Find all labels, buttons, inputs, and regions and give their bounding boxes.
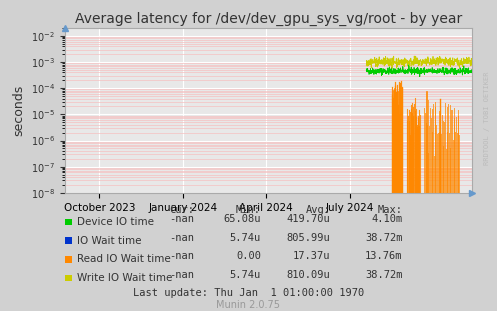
Text: -nan: -nan bbox=[169, 233, 194, 243]
Text: Min:: Min: bbox=[236, 205, 261, 215]
Text: Last update: Thu Jan  1 01:00:00 1970: Last update: Thu Jan 1 01:00:00 1970 bbox=[133, 288, 364, 298]
Text: Device IO time: Device IO time bbox=[77, 217, 154, 227]
Text: 0.00: 0.00 bbox=[236, 251, 261, 261]
Text: 38.72m: 38.72m bbox=[365, 270, 403, 280]
Title: Average latency for /dev/dev_gpu_sys_vg/root - by year: Average latency for /dev/dev_gpu_sys_vg/… bbox=[75, 12, 462, 26]
Text: 810.09u: 810.09u bbox=[287, 270, 331, 280]
Text: -nan: -nan bbox=[169, 270, 194, 280]
Text: Write IO Wait time: Write IO Wait time bbox=[77, 273, 172, 283]
Text: Munin 2.0.75: Munin 2.0.75 bbox=[217, 300, 280, 310]
Text: Max:: Max: bbox=[378, 205, 403, 215]
Text: 38.72m: 38.72m bbox=[365, 233, 403, 243]
Text: 805.99u: 805.99u bbox=[287, 233, 331, 243]
Text: Avg:: Avg: bbox=[306, 205, 331, 215]
Text: 65.08u: 65.08u bbox=[224, 214, 261, 224]
Text: Read IO Wait time: Read IO Wait time bbox=[77, 254, 171, 264]
Text: 13.76m: 13.76m bbox=[365, 251, 403, 261]
Text: IO Wait time: IO Wait time bbox=[77, 236, 142, 246]
Text: -nan: -nan bbox=[169, 251, 194, 261]
Text: -nan: -nan bbox=[169, 214, 194, 224]
Text: 17.37u: 17.37u bbox=[293, 251, 331, 261]
Text: RRDTOOL / TOBI OETIKER: RRDTOOL / TOBI OETIKER bbox=[484, 72, 490, 165]
Text: 4.10m: 4.10m bbox=[371, 214, 403, 224]
Text: 5.74u: 5.74u bbox=[230, 270, 261, 280]
Y-axis label: seconds: seconds bbox=[12, 85, 25, 136]
Text: Cur:: Cur: bbox=[169, 205, 194, 215]
Text: 419.70u: 419.70u bbox=[287, 214, 331, 224]
Text: 5.74u: 5.74u bbox=[230, 233, 261, 243]
